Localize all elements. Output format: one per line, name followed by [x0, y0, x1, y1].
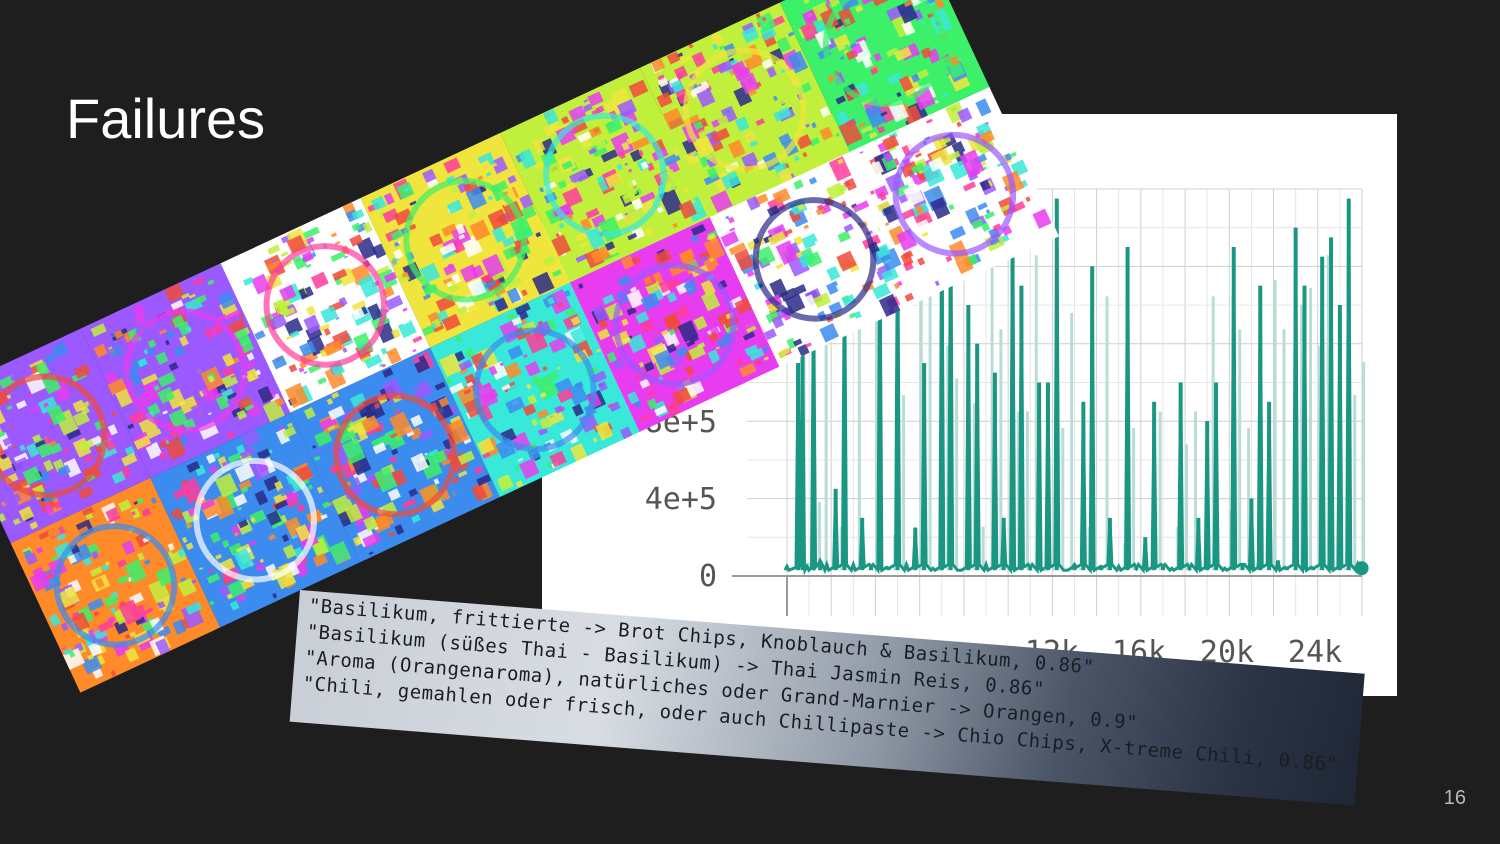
collage-image — [0, 0, 1060, 693]
data-point-spike — [824, 564, 829, 571]
data-point-spike — [975, 343, 980, 571]
data-point-spike — [785, 566, 789, 571]
x-tick-label: 24k — [1288, 635, 1342, 670]
series-end-marker — [1354, 561, 1369, 576]
data-point-spike — [1222, 568, 1227, 571]
y-tick-label: 4e+5 — [645, 482, 717, 517]
data-point-spike — [869, 566, 874, 571]
data-point-spike — [1081, 401, 1086, 571]
data-point-spike — [800, 324, 805, 571]
data-point-spike — [1311, 568, 1316, 571]
data-point-spike — [1178, 382, 1183, 571]
collage-tile — [220, 198, 431, 413]
data-point-spike — [1240, 564, 1245, 571]
data-point-spike — [1337, 305, 1342, 571]
data-point-spike — [1249, 498, 1254, 571]
data-point-spike — [895, 208, 900, 571]
data-point-spike — [930, 568, 935, 571]
collage-tile — [360, 132, 570, 348]
data-point-spike — [1187, 568, 1192, 571]
data-point-spike — [922, 363, 927, 571]
y-tick-label: 0 — [699, 559, 717, 594]
data-point-spike — [1160, 566, 1165, 571]
data-point-spike — [851, 564, 856, 571]
data-point-spike — [796, 363, 801, 571]
data-point-spike — [1143, 537, 1148, 571]
collage-tile — [500, 67, 710, 283]
data-point-spike — [1258, 285, 1263, 571]
collage-tile — [0, 328, 151, 544]
collage-tile — [430, 282, 640, 498]
data-point-spike — [1028, 568, 1033, 571]
collage-tile — [849, 86, 1060, 302]
data-point-spike — [1019, 285, 1024, 571]
data-point-spike — [1231, 247, 1236, 571]
data-point-spike — [886, 568, 891, 571]
data-point-spike — [1125, 247, 1130, 571]
data-point-spike — [1054, 198, 1059, 571]
data-point-spike — [818, 560, 823, 571]
data-point-spike — [1099, 566, 1104, 571]
collage-tile — [640, 2, 850, 218]
data-point-spike — [1346, 198, 1351, 571]
chart-axes — [732, 575, 1362, 616]
slide-title: Failures — [66, 87, 266, 150]
data-point-spike — [877, 227, 882, 571]
data-point-spike — [1275, 560, 1280, 571]
data-point-spike — [1205, 421, 1210, 571]
data-point-spike — [904, 564, 909, 571]
data-point-spike — [1045, 382, 1050, 571]
data-point-spike — [1169, 568, 1174, 571]
data-point-spike — [984, 564, 989, 571]
data-point-spike — [939, 208, 944, 571]
line-chart: 8e+5 4e+5 0 12k 16k 20k 24k — [645, 188, 1369, 670]
data-point-spike — [1152, 401, 1157, 571]
data-point-spike — [913, 527, 918, 571]
data-point-spike — [948, 198, 953, 571]
data-point-spike — [1090, 266, 1095, 571]
collage-tile — [10, 478, 221, 693]
data-point-spike — [1107, 517, 1112, 571]
collage-tile — [80, 263, 291, 479]
data-point-spike — [1010, 198, 1015, 571]
data-point-spike — [1284, 568, 1289, 571]
data-point-spike — [1293, 227, 1298, 571]
data-point-spike — [1037, 382, 1042, 571]
data-point-spike — [1116, 566, 1121, 571]
y-tick-labels: 8e+5 4e+5 0 — [645, 405, 717, 594]
collage-tile — [290, 347, 500, 563]
data-point-spike — [1329, 237, 1334, 571]
data-point-spike — [966, 305, 971, 571]
data-point-spike — [1214, 382, 1219, 571]
collage-tile — [779, 0, 990, 152]
collage-tile — [569, 217, 780, 432]
data-point-spike — [860, 517, 865, 571]
data-point-spike — [1134, 568, 1139, 571]
data-point-spike — [833, 488, 838, 571]
glitched-food-image-collage — [0, 0, 1060, 693]
data-point-spike — [1196, 517, 1201, 571]
data-point-spike — [842, 247, 847, 571]
data-point-spike — [1072, 564, 1077, 571]
data-point-spike — [1001, 517, 1006, 571]
collage-tile — [709, 151, 920, 367]
data-point-spike — [811, 285, 816, 571]
data-point-spike — [1320, 256, 1325, 571]
collage-tile — [150, 412, 360, 628]
data-point-spike — [1302, 285, 1307, 571]
data-point-spike — [804, 566, 809, 571]
data-point-spike — [992, 372, 997, 571]
page-number: 16 — [1443, 787, 1466, 809]
data-point-spike — [1267, 401, 1272, 571]
